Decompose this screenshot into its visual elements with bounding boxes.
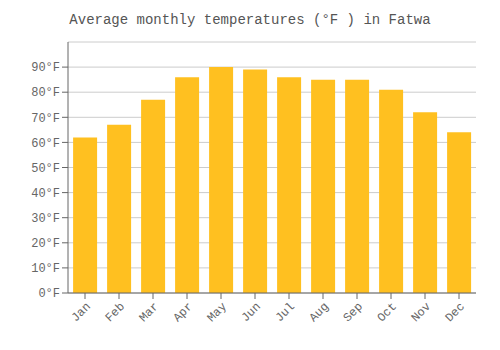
svg-text:Jul: Jul [273, 300, 298, 325]
svg-text:60°F: 60°F [31, 137, 60, 151]
svg-text:Nov: Nov [409, 300, 434, 325]
svg-text:Dec: Dec [443, 300, 468, 325]
svg-text:Feb: Feb [103, 300, 128, 325]
svg-text:40°F: 40°F [31, 187, 60, 201]
svg-text:30°F: 30°F [31, 212, 60, 226]
html-text:Average monthly temperatures (: Average monthly temperatures (°F ) in Fa… [69, 12, 431, 28]
svg-text:May: May [205, 300, 230, 325]
svg-text:20°F: 20°F [31, 237, 60, 251]
svg-text:70°F: 70°F [31, 112, 60, 126]
svg-text:0°F: 0°F [38, 287, 60, 301]
svg-text:Oct: Oct [375, 300, 400, 325]
svg-text:10°F: 10°F [31, 262, 60, 276]
svg-text:Aug: Aug [307, 300, 332, 325]
svg-text:Jan: Jan [69, 300, 94, 325]
svg-text:90°F: 90°F [31, 61, 60, 75]
svg-text:Sep: Sep [341, 300, 366, 325]
svg-text:80°F: 80°F [31, 86, 60, 100]
svg-text:Apr: Apr [171, 300, 196, 325]
svg-text:Jun: Jun [239, 300, 264, 325]
svg-text:Mar: Mar [137, 300, 162, 325]
svg-text:50°F: 50°F [31, 162, 60, 176]
